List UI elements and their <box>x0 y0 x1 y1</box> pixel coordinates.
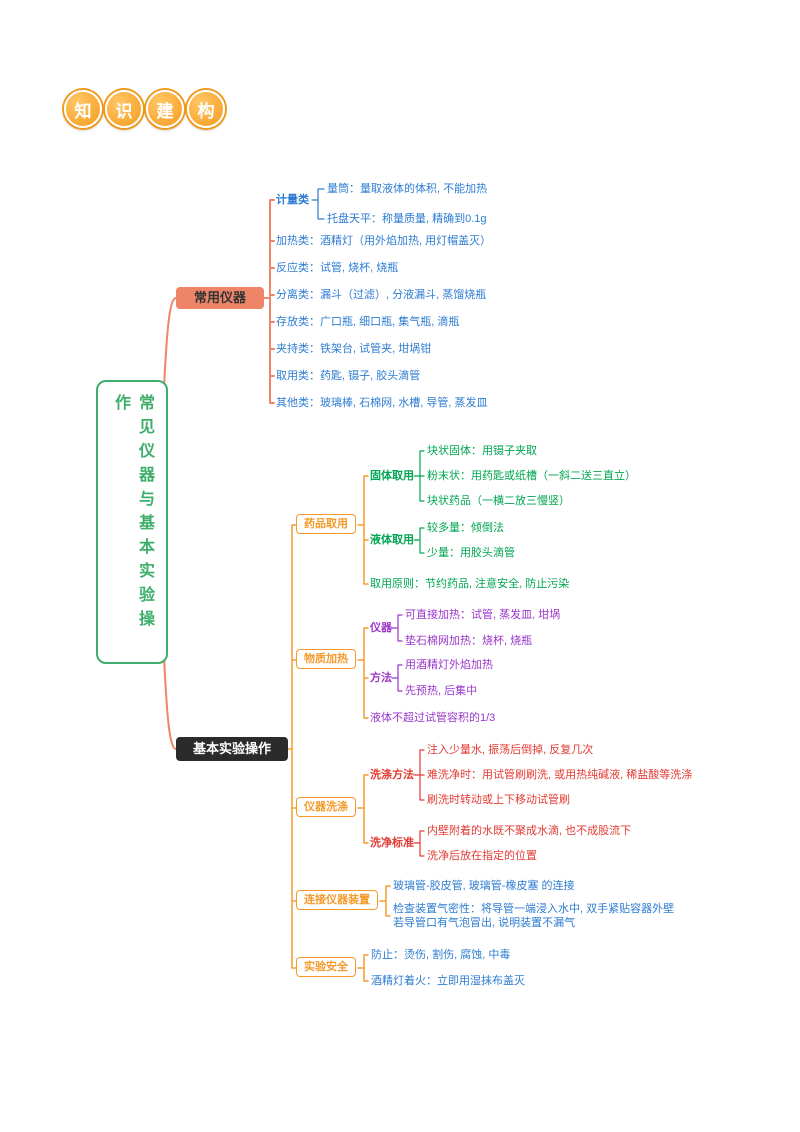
item-other-class: 其他类：玻璃棒, 石棉网, 水槽, 导管, 蒸发皿 <box>276 397 488 409</box>
badge-char: 构 <box>197 101 215 121</box>
item-taking-class: 取用类：药匙, 镊子, 胶头滴管 <box>276 370 421 382</box>
item-airtight-check-2: 若导管口有气泡冒出, 说明装置不漏气 <box>393 917 576 929</box>
node-common-instruments: 常用仪器 <box>176 287 264 309</box>
item-storage-class: 存放类：广口瓶, 细口瓶, 集气瓶, 滴瓶 <box>276 316 460 328</box>
label-metering-class: 计量类 <box>276 194 309 206</box>
item-liquid-volume-limit: 液体不超过试管容积的1/3 <box>370 712 496 724</box>
item-alcohol-fire: 酒精灯着火：立即用湿抹布盖灭 <box>371 975 525 987</box>
badge-coin: 建 <box>146 90 184 128</box>
item-separation-class: 分离类：漏斗（过滤）, 分液漏斗, 蒸馏烧瓶 <box>276 289 487 301</box>
item-wash-step3: 刷洗时转动或上下移动试管刷 <box>427 794 570 806</box>
item-direct-heat: 可直接加热：试管, 蒸发皿, 坩埚 <box>405 609 561 621</box>
item-graduated-cylinder: 量筒：量取液体的体积, 不能加热 <box>327 183 488 195</box>
item-solid-powder: 粉末状：用药匙或纸槽（一斜二送三直立） <box>427 470 636 482</box>
item-clean-standard: 内壁附着的水既不聚成水滴, 也不成股流下 <box>427 825 632 837</box>
label-heating-apparatus: 仪器 <box>370 622 392 634</box>
section-experiment-safety: 实验安全 <box>296 957 356 977</box>
item-solid-lump: 块状固体：用镊子夹取 <box>427 445 537 457</box>
item-airtight-check-1: 检查装置气密性：将导管一端浸入水中, 双手紧贴容器外壁 <box>393 903 675 915</box>
item-balance: 托盘天平：称量质量, 精确到0.1g <box>327 213 487 225</box>
label-solid-taking: 固体取用 <box>370 470 414 482</box>
section-medicine-taking: 药品取用 <box>296 514 356 534</box>
label-liquid-taking: 液体取用 <box>370 534 414 546</box>
section-instrument-washing: 仪器洗涤 <box>296 797 356 817</box>
node-basic-operations: 基本实验操作 <box>176 737 288 761</box>
item-connect-tubes: 玻璃管-胶皮管, 玻璃管-橡皮塞 的连接 <box>393 880 575 892</box>
item-preheat: 先预热, 后集中 <box>405 685 478 697</box>
item-wash-step2: 难洗净时：用试管刷刷洗, 或用热纯碱液, 稀盐酸等洗涤 <box>427 769 693 781</box>
item-clamping-class: 夹持类：铁架台, 试管夹, 坩埚钳 <box>276 343 432 355</box>
section-connecting-apparatus: 连接仪器装置 <box>296 890 378 910</box>
badge-char: 识 <box>115 101 133 121</box>
badge-char: 建 <box>156 101 174 121</box>
badge-coin: 识 <box>105 90 143 128</box>
item-liquid-dropper: 少量：用胶头滴管 <box>427 547 515 559</box>
label-heating-method: 方法 <box>370 672 392 684</box>
item-safety-prevent: 防止：烫伤, 割伤, 腐蚀, 中毒 <box>371 949 511 961</box>
label-clean-standard: 洗净标准 <box>370 837 414 849</box>
item-wash-step1: 注入少量水, 振荡后倒掉, 反复几次 <box>427 744 594 756</box>
section-substance-heating: 物质加热 <box>296 649 356 669</box>
item-heating-class: 加热类：酒精灯（用外焰加热, 用灯帽盖灭） <box>276 235 492 247</box>
root-topic: 常见仪器与基本实验操作 <box>96 380 168 664</box>
badge-coin: 构 <box>187 90 225 128</box>
item-solid-rule: 块状药品（一横二放三慢竖） <box>427 495 570 507</box>
knowledge-construction-badge: 知 识 建 构 <box>64 90 225 128</box>
item-liquid-pour: 较多量：倾倒法 <box>427 522 504 534</box>
label-washing-method: 洗涤方法 <box>370 769 414 781</box>
item-gauze-heat: 垫石棉网加热：烧杯, 烧瓶 <box>405 635 533 647</box>
item-reaction-class: 反应类：试管, 烧杯, 烧瓶 <box>276 262 399 274</box>
item-taking-principle: 取用原则：节约药品, 注意安全, 防止污染 <box>370 578 570 590</box>
item-clean-place: 洗净后放在指定的位置 <box>427 850 537 862</box>
badge-coin: 知 <box>64 90 102 128</box>
badge-char: 知 <box>74 101 92 121</box>
item-outer-flame: 用酒精灯外焰加热 <box>405 659 493 671</box>
